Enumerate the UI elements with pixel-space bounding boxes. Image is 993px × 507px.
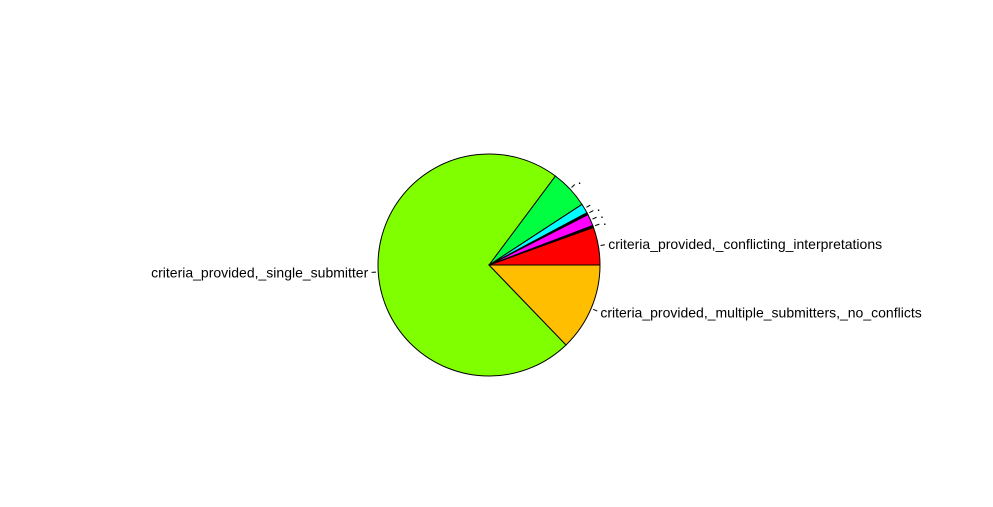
pie-label-5: · (577, 174, 582, 190)
pie-slice-6 (377, 153, 567, 377)
pie-label-tick-1 (594, 223, 600, 227)
pie-labels: criteria_provided,_conflicting_interpret… (151, 174, 922, 320)
pie-slices (377, 153, 601, 377)
pie-label-tick-7 (592, 308, 598, 312)
pie-label-3: · (596, 201, 601, 217)
pie-label-tick-5 (571, 184, 576, 188)
pie-label-tick-0 (600, 244, 605, 247)
pie-label-tick-3 (589, 210, 594, 214)
pie-label-tick-4 (586, 204, 591, 208)
pie-label-1: · (602, 215, 607, 231)
pie-label-2: · (600, 208, 605, 224)
pie-slice-7 (487, 264, 601, 346)
pie-label-tick-2 (592, 216, 597, 220)
pie-label-6: criteria_provided,_single_submitter (151, 265, 368, 281)
pie-label-0: criteria_provided,_conflicting_interpret… (608, 236, 882, 252)
pie-label-7: criteria_provided,_multiple_submitters,_… (600, 304, 921, 320)
